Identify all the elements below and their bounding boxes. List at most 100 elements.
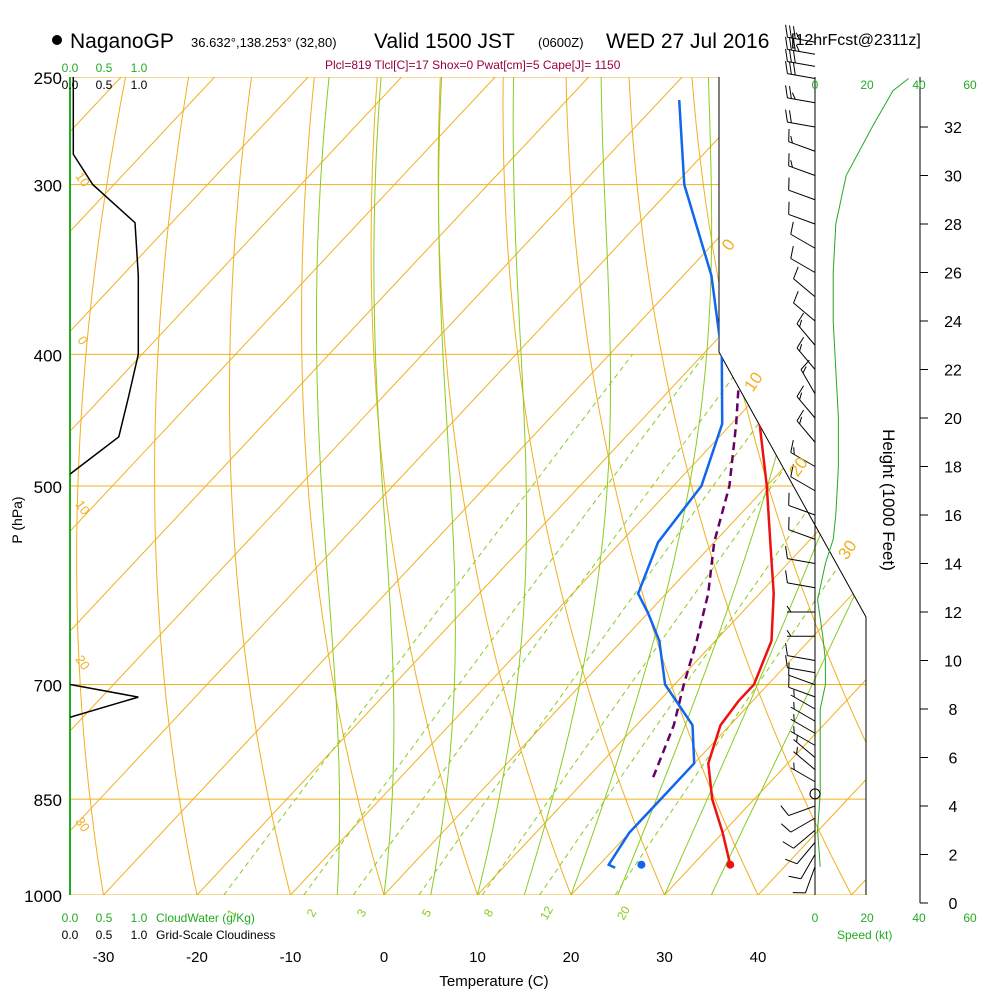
barb-staff [787, 73, 816, 79]
isotherm-line [70, 77, 403, 895]
barb-staff [788, 805, 816, 817]
mixing-ratio-label: 20 [614, 903, 633, 922]
wind-barb [788, 492, 816, 516]
height-tick-label: 6 [949, 751, 958, 768]
cloudwater-line [70, 77, 140, 475]
cloudiness-bottom-tick: 1.0 [131, 928, 148, 942]
wind-barb [788, 129, 816, 152]
barb-staff [790, 730, 816, 746]
barb-feather [780, 823, 792, 833]
wind-barb [788, 177, 816, 201]
barb-staff [790, 706, 816, 722]
barb-feather [795, 44, 800, 52]
wind-barb [793, 266, 816, 298]
barb-staff [793, 829, 816, 849]
barb-feather [796, 385, 805, 397]
barb-staff [788, 529, 816, 540]
barb-staff [793, 278, 816, 298]
barb-staff [787, 121, 816, 128]
barb-staff [787, 655, 816, 661]
wind-speed-panel [817, 78, 909, 867]
dry-adiabat-line [76, 77, 127, 895]
barb-feather [795, 32, 800, 40]
isotherm-line [70, 77, 590, 895]
wind-barbs [780, 24, 821, 894]
barb-staff [793, 751, 816, 771]
plot-right-boundary [718, 77, 867, 895]
wind-barb [796, 409, 816, 443]
mixing-ratio-line [223, 353, 633, 895]
isotherm-label: 0 [718, 236, 739, 255]
barb-staff [796, 842, 816, 865]
thermodynamic-grid [70, 77, 1000, 895]
barb-staff [788, 165, 816, 176]
barb-feather [785, 858, 798, 865]
barb-staff [793, 302, 816, 322]
cloudiness-top-tick: 0.0 [62, 78, 79, 92]
barb-feather [791, 92, 796, 100]
wind-barb [786, 605, 815, 613]
wind-barb [785, 655, 816, 674]
wind-barb [786, 629, 815, 637]
wind-barb [788, 674, 816, 698]
barb-staff [793, 739, 816, 758]
barb-staff [787, 61, 816, 67]
temperature-tick-label: 20 [563, 949, 580, 966]
barb-staff [788, 686, 816, 698]
wind-barb [785, 85, 816, 104]
wind-barb [780, 805, 816, 817]
height-tick-label: 16 [944, 508, 962, 525]
barb-staff [796, 347, 816, 370]
wind-speed-top-tick: 0 [812, 78, 819, 92]
moist-adiabat-line [664, 77, 866, 895]
barb-feather [796, 746, 798, 755]
wind-speed-line [817, 78, 909, 867]
wind-speed-top-tick: 20 [860, 78, 874, 92]
barb-staff [788, 674, 816, 686]
wind-barb [790, 726, 816, 746]
barb-feather [789, 85, 792, 99]
cloudwater-profile [70, 77, 140, 719]
isotherm-line [70, 77, 309, 895]
barb-feather [793, 266, 799, 279]
cloudwater-top-tick: 0.5 [96, 61, 113, 75]
wind-barb [790, 689, 816, 710]
wind-barb [785, 61, 816, 79]
cloudwater-label: CloudWater (g/Kg) [156, 911, 255, 925]
barb-feather [790, 440, 794, 453]
height-tick-label: 28 [944, 217, 962, 234]
dry-adiabat-line [944, 77, 1000, 895]
barb-feather [789, 61, 792, 75]
wind-barb [793, 746, 816, 771]
wind-barb [785, 48, 816, 67]
wind-barb [788, 153, 816, 176]
barb-feather [790, 135, 793, 144]
wind-speed-bottom-tick: 60 [963, 911, 977, 925]
barb-feather [792, 50, 796, 63]
barb-feather [789, 110, 792, 123]
barb-feather [785, 109, 788, 123]
sounding-parameters: Plcl=819 Tlcl[C]=17 Shox=0 Pwat[cm]=5 Ca… [325, 58, 621, 72]
barb-feather [792, 62, 796, 76]
pressure-tick-label: 500 [34, 478, 62, 497]
x-axis-title: Temperature (C) [439, 973, 548, 990]
wind-barb [790, 246, 816, 273]
mixing-ratio-line [303, 353, 706, 895]
mixing-ratio-line [481, 354, 866, 895]
height-tick-label: 20 [944, 411, 962, 428]
moist-adiabat-line [430, 77, 456, 895]
wind-barb [788, 854, 816, 880]
height-tick-label: 10 [944, 654, 962, 671]
wind-barb [793, 734, 816, 758]
isotherm-left-label: 20 [72, 652, 93, 672]
barb-feather [799, 392, 803, 400]
dry-adiabat-line [229, 77, 291, 895]
barb-feather [799, 416, 803, 425]
barb-feather [782, 841, 794, 849]
barb-staff [790, 718, 816, 734]
wind-barb [796, 385, 816, 419]
cloudwater-line [70, 683, 139, 719]
pressure-tick-label: 300 [34, 177, 62, 196]
temperature-tick-label: -10 [280, 949, 302, 966]
